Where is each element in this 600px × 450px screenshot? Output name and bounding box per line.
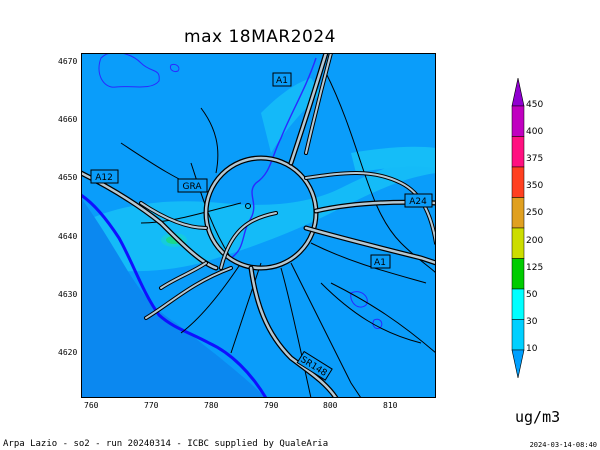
road-label-a12: A12 (95, 173, 113, 183)
road-label-a24: A24 (409, 197, 427, 207)
y-tick-4640: 4640 (58, 232, 78, 241)
road-label-a1-north: A1 (276, 76, 288, 86)
y-tick-4650: 4650 (58, 173, 78, 182)
footer-credit: Arpa Lazio - so2 - run 20240314 - ICBC s… (3, 439, 329, 449)
legend-swatch (511, 197, 525, 229)
legend-swatch (511, 288, 525, 320)
legend-swatch (511, 166, 525, 198)
road-label-a1-south-box: A1 (370, 254, 391, 269)
plume-east (351, 146, 436, 173)
river (230, 57, 317, 259)
legend-colorbar (511, 78, 525, 378)
legend-swatch (511, 105, 525, 137)
x-tick-780: 780 (204, 401, 219, 410)
lake-east (350, 291, 368, 308)
sea-area (81, 198, 266, 398)
city-marker (245, 203, 251, 209)
y-tick-4620: 4620 (58, 348, 78, 357)
legend-tick-label: 10 (526, 344, 538, 354)
legend-swatch (511, 258, 525, 290)
legend-tick-label: 250 (526, 208, 544, 219)
map-title: max 18MAR2024 (184, 27, 336, 47)
map-svg: A1 A12 GRA A24 A1 SR148 (81, 53, 436, 398)
footer-timestamp: 2024-03-14-08:40 (529, 441, 597, 449)
x-tick-760: 760 (84, 401, 99, 410)
road-label-a24-box: A24 (404, 193, 433, 208)
roads (81, 53, 436, 398)
legend-tick-label: 375 (526, 154, 544, 165)
y-tick-4630: 4630 (58, 290, 78, 299)
concentration-map: A1 A12 GRA A24 A1 SR148 (81, 53, 436, 398)
lake-north (98, 53, 160, 88)
legend-tick-label: 200 (526, 235, 544, 246)
x-tick-790: 790 (264, 401, 279, 410)
x-tick-770: 770 (144, 401, 159, 410)
legend-top-arrow (511, 78, 525, 107)
legend-tick-label: 400 (526, 127, 544, 138)
legend-tick-label: 30 (526, 316, 538, 327)
road-label-a1-south: A1 (374, 258, 386, 268)
x-tick-800: 800 (323, 401, 338, 410)
legend-tick-label: 350 (526, 181, 544, 192)
road-label-a12-box: A12 (90, 169, 119, 184)
legend-swatch (511, 136, 525, 168)
legend-tick-label: 125 (526, 262, 544, 273)
x-tick-810: 810 (383, 401, 398, 410)
coastline (81, 193, 268, 398)
road-label-gra: GRA (182, 182, 202, 192)
boundary-lines (120, 72, 436, 398)
legend-swatch (511, 319, 525, 351)
legend-tick-label: 450 (526, 100, 544, 110)
y-tick-4670: 4670 (58, 57, 78, 66)
legend-bottom-arrow (511, 349, 525, 378)
map-frame (81, 53, 436, 398)
legend-swatch (511, 227, 525, 259)
road-label-a1-north-box: A1 (272, 72, 292, 87)
legend-tick-label: 50 (526, 289, 538, 300)
lake-small (170, 64, 180, 72)
legend-unit: ug/m3 (515, 408, 561, 426)
road-label-gra-box: GRA (177, 178, 208, 193)
y-tick-4660: 4660 (58, 115, 78, 124)
